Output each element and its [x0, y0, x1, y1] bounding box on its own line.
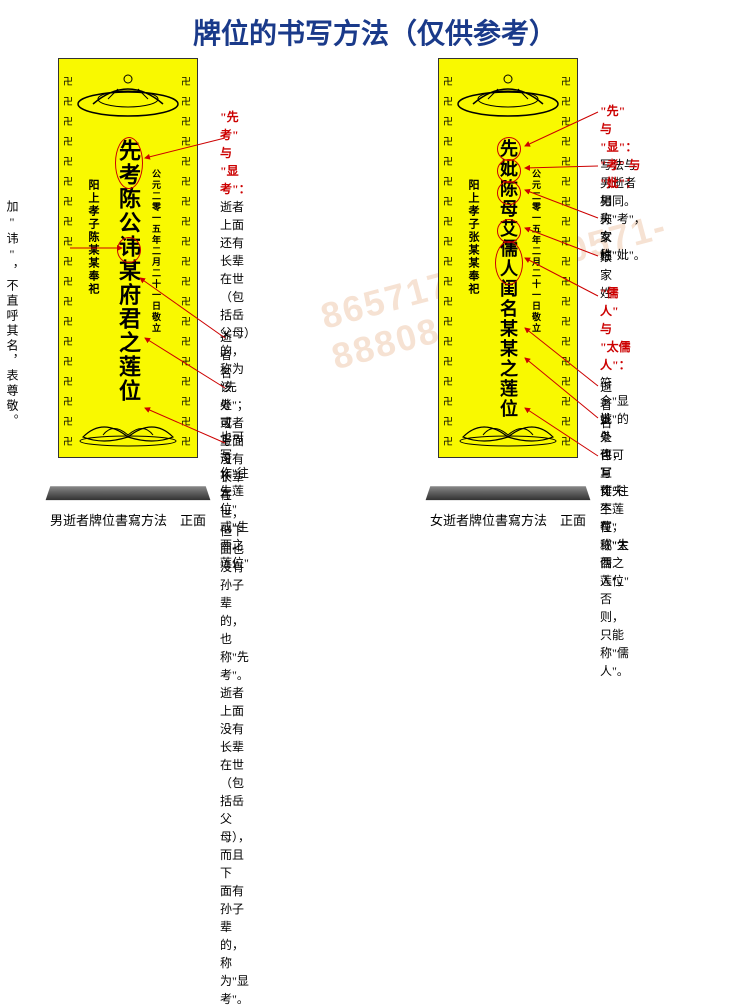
female-caption: 女逝者牌位書寫方法 正面 [430, 510, 586, 529]
circle-ruren [495, 241, 523, 285]
note-line: 逝者上面没有长辈在世 [220, 684, 251, 774]
circle-fujia [497, 181, 521, 205]
crown-ornament-icon [73, 69, 183, 119]
swastika-left: 卍卍卍卍卍卍卍卍卍卍卍卍卍卍卍卍卍卍卍 [443, 73, 455, 453]
tablet-base [426, 486, 591, 500]
crown-ornament-icon [453, 69, 563, 119]
annotation-note: 也可写作"往生莲位"或"生西之莲位" [600, 446, 629, 590]
lotus-ornament-icon [73, 407, 183, 447]
circle-xiankaor [115, 137, 143, 189]
annotation-note: 逝者名 [220, 328, 232, 382]
note-line: 也可写作"往生莲位" [220, 428, 249, 518]
male-tablet-group: 卍卍卍卍卍卍卍卍卍卍卍卍卍卍卍卍卍卍卍 卍卍卍卍卍卍卍卍卍卍卍卍卍卍卍卍卍卍卍 … [50, 48, 206, 529]
note-line: （包括岳父母），而且下 [220, 774, 251, 882]
left-side-note: 加"讳"，不直呼其名，表尊敬。 [4, 200, 21, 429]
note-line: 逝者名 [220, 328, 232, 382]
note-line: 面有孙子辈的，称为"显 [220, 882, 251, 990]
tablet-base [46, 486, 211, 500]
swastika-right: 卍卍卍卍卍卍卍卍卍卍卍卍卍卍卍卍卍卍卍 [561, 73, 573, 453]
note-line: 逝者上面还有长辈在世 [220, 198, 251, 288]
male-tablet: 卍卍卍卍卍卍卍卍卍卍卍卍卍卍卍卍卍卍卍 卍卍卍卍卍卍卍卍卍卍卍卍卍卍卍卍卍卍卍 … [53, 48, 203, 488]
note-line: 考"。 [220, 990, 251, 1008]
note-title: "儒人" 与 "太儒人"： [600, 284, 631, 374]
note-line: 或"生西之莲位" [220, 518, 249, 572]
swastika-left: 卍卍卍卍卍卍卍卍卍卍卍卍卍卍卍卍卍卍卍 [63, 73, 75, 453]
circle-bi [497, 159, 521, 183]
circle-xian [497, 137, 521, 161]
note-line: 也可写作"往生莲位" [600, 446, 629, 536]
male-left-side-text: 阳上孝子陈某某奉祀 [85, 179, 101, 296]
note-line: 否则，只能称"儒人"。 [600, 590, 631, 680]
note-line: 或"生西之莲位" [600, 536, 629, 590]
female-tablet: 卍卍卍卍卍卍卍卍卍卍卍卍卍卍卍卍卍卍卍 卍卍卍卍卍卍卍卍卍卍卍卍卍卍卍卍卍卍卍 … [433, 48, 583, 488]
female-date-text: 公元二零一五年二月二十一日敬立 [530, 169, 543, 334]
male-caption: 男逝者牌位書寫方法 正面 [50, 510, 206, 529]
male-tablet-body: 卍卍卍卍卍卍卍卍卍卍卍卍卍卍卍卍卍卍卍 卍卍卍卍卍卍卍卍卍卍卍卍卍卍卍卍卍卍卍 … [58, 58, 198, 458]
swastika-right: 卍卍卍卍卍卍卍卍卍卍卍卍卍卍卍卍卍卍卍 [181, 73, 193, 453]
male-date-text: 公元二零一五年二月二十一日敬立 [150, 169, 163, 334]
note-title: "考" 与 "妣"： [600, 156, 646, 192]
circle-hui [117, 237, 141, 263]
note-title: "先" 与 "显"： [600, 102, 637, 156]
circle-niangja [497, 219, 521, 243]
note-title: "先考" 与 "显考"： [220, 108, 251, 198]
female-left-side-text: 阳上孝子张某某奉祀 [465, 179, 481, 296]
note-line: 也称"先考"。 [220, 630, 251, 684]
female-tablet-body: 卍卍卍卍卍卍卍卍卍卍卍卍卍卍卍卍卍卍卍 卍卍卍卍卍卍卍卍卍卍卍卍卍卍卍卍卍卍卍 … [438, 58, 578, 458]
annotation-note: 也可写作"往生莲位"或"生西之莲位" [220, 428, 249, 572]
female-tablet-group: 卍卍卍卍卍卍卍卍卍卍卍卍卍卍卍卍卍卍卍 卍卍卍卍卍卍卍卍卍卍卍卍卍卍卍卍卍卍卍 … [430, 48, 586, 529]
